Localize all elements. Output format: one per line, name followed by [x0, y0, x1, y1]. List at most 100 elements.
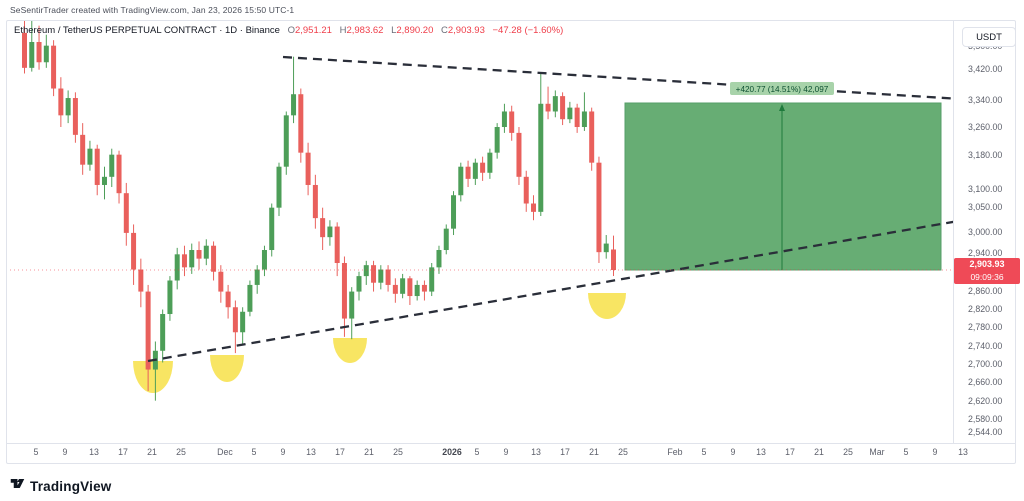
- candle-body: [421, 284, 427, 292]
- time-axis-label: 5: [701, 447, 707, 457]
- candle-body: [58, 88, 64, 116]
- candle-body: [378, 269, 384, 283]
- time-axis-label: 17: [335, 447, 345, 457]
- candle-body: [589, 111, 595, 163]
- candle-body: [603, 243, 609, 253]
- candle-body: [145, 291, 151, 370]
- time-axis-label: Mar: [869, 447, 885, 457]
- ascending-trendline[interactable]: [147, 215, 993, 363]
- candle-body: [429, 267, 435, 292]
- bar-countdown: 09:09:36: [970, 272, 1004, 282]
- price-axis-label: 2,580.00: [968, 414, 1003, 424]
- candle-body: [458, 166, 464, 196]
- price-axis-label: 3,000.00: [968, 227, 1003, 237]
- price-axis-label: 2,820.00: [968, 304, 1003, 314]
- candle-body: [254, 269, 260, 285]
- tradingview-logo[interactable]: TradingView: [10, 476, 111, 496]
- attribution-text: SeSentirTrader created with TradingView.…: [10, 5, 295, 15]
- price-axis-label: 2,940.00: [968, 248, 1003, 258]
- price-axis-label: 2,660.00: [968, 377, 1003, 387]
- time-axis-label: Dec: [217, 447, 233, 457]
- tradingview-logo-icon: [10, 476, 25, 496]
- price-axis[interactable]: 3,500.003,420.003,340.003,260.003,180.00…: [954, 21, 1022, 443]
- price-range-box[interactable]: [624, 102, 942, 271]
- candle-body: [232, 307, 238, 333]
- time-axis-label: 2026: [442, 447, 462, 457]
- support-arc[interactable]: [333, 338, 367, 363]
- candle-body: [65, 98, 71, 116]
- candle-body: [116, 154, 122, 194]
- price-axis-separator: [953, 21, 954, 443]
- time-axis-label: 5: [474, 447, 480, 457]
- candle-body: [261, 250, 267, 270]
- candle-body: [567, 107, 573, 120]
- candle-body: [465, 166, 471, 179]
- price-axis-label: 3,050.00: [968, 202, 1003, 212]
- time-axis-label: 9: [503, 447, 509, 457]
- candle-body: [327, 226, 333, 238]
- time-axis-label: 21: [364, 447, 374, 457]
- low-value: 2,890.20: [396, 25, 434, 36]
- time-axis-label: 25: [176, 447, 186, 457]
- candle-body: [349, 291, 355, 319]
- candle-body: [334, 226, 340, 263]
- time-axis-label: 17: [560, 447, 570, 457]
- candle-body: [407, 278, 413, 297]
- candle-body: [545, 103, 551, 112]
- candle-body: [501, 111, 507, 128]
- open-value: 2,951.21: [294, 25, 332, 36]
- candle-body: [43, 45, 49, 63]
- support-arc[interactable]: [133, 361, 173, 393]
- candle-body: [610, 249, 616, 270]
- candle-body: [436, 250, 442, 268]
- time-axis-label: Feb: [667, 447, 683, 457]
- symbol-title[interactable]: Ethereum / TetherUS PERPETUAL CONTRACT ·…: [14, 25, 280, 36]
- time-axis-label: 13: [756, 447, 766, 457]
- price-range-arrow-icon: [779, 104, 785, 111]
- candle-body: [487, 152, 493, 173]
- candle-body: [480, 162, 486, 173]
- descending-trendline[interactable]: [282, 55, 993, 101]
- price-axis-label: 2,740.00: [968, 341, 1003, 351]
- support-arc[interactable]: [210, 355, 244, 382]
- time-axis-label: 13: [531, 447, 541, 457]
- candle-body: [414, 284, 420, 297]
- time-axis-label: 13: [958, 447, 968, 457]
- time-axis[interactable]: 5 9 13 17 21 25 Dec 5 9 13 17 21 25 2026 5 9 13 17 21 25 Feb…: [7, 444, 1015, 464]
- time-axis-label: 21: [814, 447, 824, 457]
- candle-body: [560, 96, 566, 120]
- candle-body: [72, 98, 78, 135]
- symbol-info-bar: Ethereum / TetherUS PERPETUAL CONTRACT ·…: [14, 25, 563, 36]
- candle-body: [509, 111, 515, 133]
- time-axis-label: 13: [89, 447, 99, 457]
- time-axis-label: 5: [251, 447, 257, 457]
- candle-body: [291, 94, 297, 116]
- high-value: 2,983.62: [346, 25, 384, 36]
- candle-body: [51, 45, 57, 89]
- time-axis-label: 25: [393, 447, 403, 457]
- candle-body: [552, 96, 558, 112]
- candle-body: [80, 134, 86, 165]
- candle-body: [131, 232, 137, 270]
- time-axis-label: 9: [280, 447, 286, 457]
- time-axis-label: 17: [785, 447, 795, 457]
- time-axis-separator: [7, 443, 1015, 444]
- currency-unit-button[interactable]: USDT: [962, 27, 1016, 47]
- candle-body: [94, 148, 100, 185]
- last-price-value: 2,903.93: [969, 259, 1005, 269]
- candle-body: [211, 245, 217, 272]
- open-label: O: [287, 25, 295, 36]
- support-arc[interactable]: [588, 293, 626, 319]
- time-axis-label: 17: [118, 447, 128, 457]
- candle-body: [247, 284, 253, 312]
- candle-body: [356, 276, 362, 292]
- candle-body: [160, 314, 166, 351]
- candle-body: [22, 32, 27, 68]
- candle-body: [36, 41, 42, 63]
- candle-body: [174, 254, 180, 281]
- price-axis-label: 3,100.00: [968, 184, 1003, 194]
- candle-body: [298, 94, 304, 153]
- time-axis-label: 9: [730, 447, 736, 457]
- candle-body: [451, 195, 457, 229]
